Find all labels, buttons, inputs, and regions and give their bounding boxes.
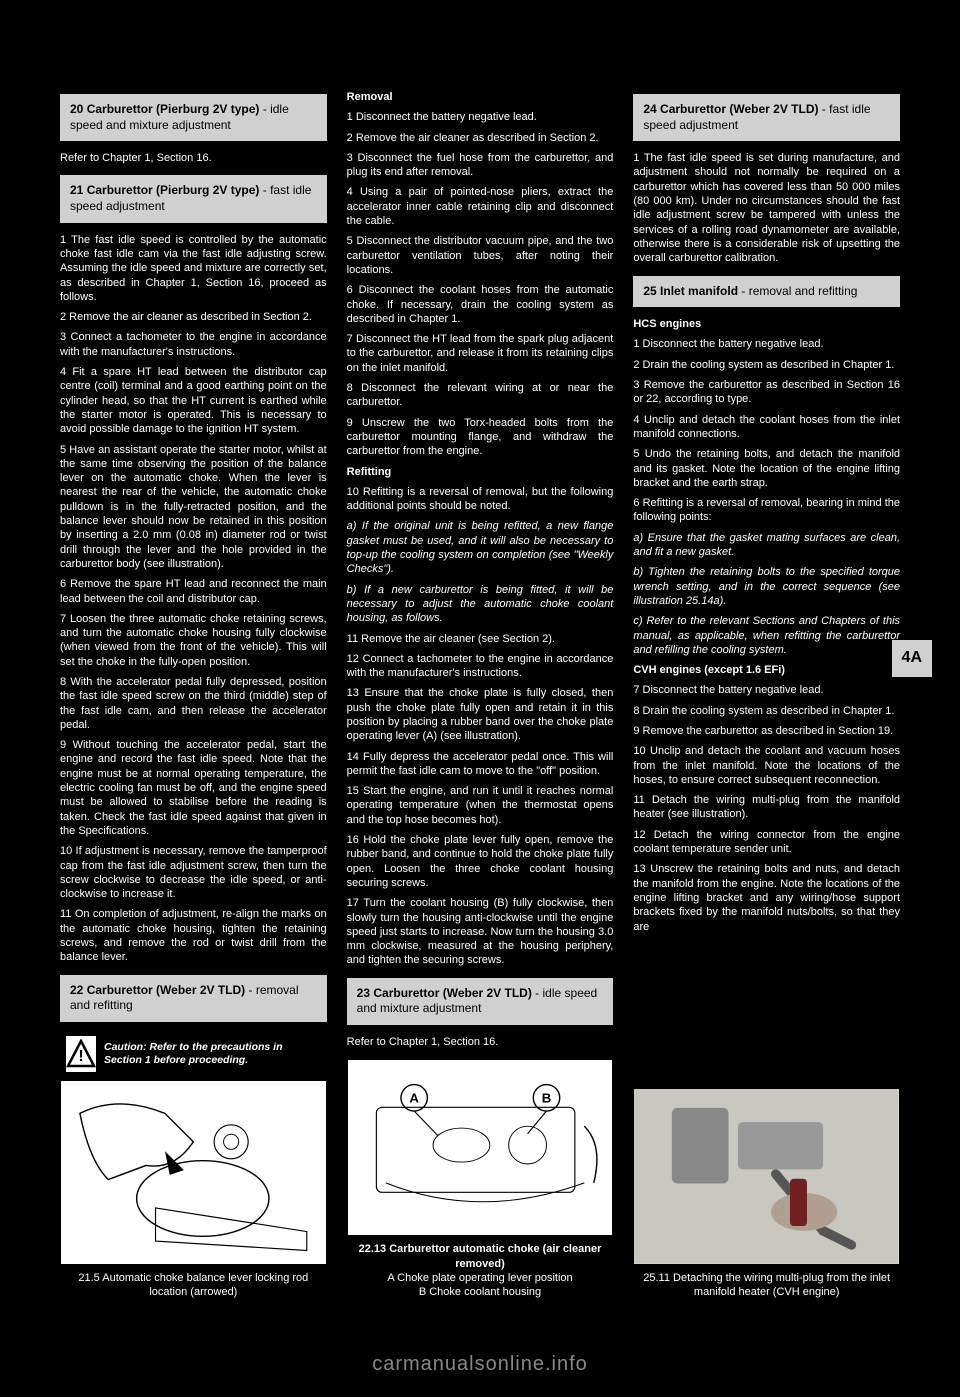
section-head-21: 21 Carburettor (Pierburg 2V type) - fast… (60, 175, 327, 222)
para: 9 Remove the carburettor as described in… (633, 724, 900, 738)
para: 4 Using a pair of pointed-nose pliers, e… (347, 185, 614, 228)
caution-text: Caution: Refer to the precautions in Sec… (104, 1041, 321, 1066)
subhead: HCS engines (633, 317, 900, 331)
column-2: Removal 1 Disconnect the battery negativ… (347, 90, 614, 1299)
para: 2 Remove the air cleaner as described in… (60, 310, 327, 324)
para: b) If a new carburettor is being fitted,… (347, 583, 614, 626)
section-sub: - removal and refitting (738, 284, 857, 298)
para: 11 Remove the air cleaner (see Section 2… (347, 632, 614, 646)
figure-21-5 (60, 1080, 327, 1265)
para: 16 Hold the choke plate lever fully open… (347, 833, 614, 890)
para: 1 The fast idle speed is controlled by t… (60, 233, 327, 304)
section-num: 20 (70, 102, 83, 116)
section-num: 25 (643, 284, 656, 298)
section-title: Inlet manifold (660, 284, 738, 298)
para: 8 With the accelerator pedal fully depre… (60, 675, 327, 732)
para: 12 Detach the wiring connector from the … (633, 828, 900, 857)
para: 7 Disconnect the HT lead from the spark … (347, 332, 614, 375)
para: 10 If adjustment is necessary, remove th… (60, 844, 327, 901)
para: c) Refer to the relevant Sections and Ch… (633, 614, 900, 657)
column-1: 20 Carburettor (Pierburg 2V type) - idle… (60, 90, 327, 1299)
para: b) Tighten the retaining bolts to the sp… (633, 565, 900, 608)
side-tab: 4A (892, 640, 932, 677)
svg-text:A: A (409, 1091, 419, 1106)
para: 6 Disconnect the coolant hoses from the … (347, 283, 614, 326)
para: Refer to Chapter 1, Section 16. (347, 1035, 614, 1049)
para: 1 Disconnect the battery negative lead. (633, 337, 900, 351)
section-head-24: 24 Carburettor (Weber 2V TLD) - fast idl… (633, 94, 900, 141)
section-head-23: 23 Carburettor (Weber 2V TLD) - idle spe… (347, 978, 614, 1025)
para: 17 Turn the coolant housing (B) fully cl… (347, 896, 614, 967)
section-title: Carburettor (Pierburg 2V type) (87, 183, 260, 197)
column-3: 24 Carburettor (Weber 2V TLD) - fast idl… (633, 90, 900, 1299)
para: 1 The fast idle speed is set during manu… (633, 151, 900, 265)
warning-icon: ! (66, 1036, 96, 1072)
page-content: 20 Carburettor (Pierburg 2V type) - idle… (0, 0, 960, 1339)
para: 13 Unscrew the retaining bolts and nuts,… (633, 862, 900, 933)
para: 4 Unclip and detach the coolant hoses fr… (633, 413, 900, 442)
para: Refer to Chapter 1, Section 16. (60, 151, 327, 165)
para: 9 Unscrew the two Torx-headed bolts from… (347, 416, 614, 459)
para: 4 Fit a spare HT lead between the distri… (60, 365, 327, 436)
para: 6 Remove the spare HT lead and reconnect… (60, 577, 327, 606)
footer-watermark: carmanualsonline.info (0, 1339, 960, 1397)
para: 5 Undo the retaining bolts, and detach t… (633, 447, 900, 490)
section-num: 23 (357, 986, 370, 1000)
section-head-25: 25 Inlet manifold - removal and refittin… (633, 276, 900, 308)
para: 8 Disconnect the relevant wiring at or n… (347, 381, 614, 410)
para: a) Ensure that the gasket mating surface… (633, 531, 900, 560)
figure-caption: 22.13 Carburettor automatic choke (air c… (347, 1242, 614, 1299)
figure-22-13: A B (347, 1059, 614, 1236)
figure-caption: 25.11 Detaching the wiring multi-plug fr… (633, 1271, 900, 1300)
para: 11 On completion of adjustment, re-align… (60, 907, 327, 964)
caution-box: ! Caution: Refer to the precautions in S… (60, 1032, 327, 1076)
para: 3 Remove the carburettor as described in… (633, 378, 900, 407)
para: 8 Drain the cooling system as described … (633, 704, 900, 718)
para: 13 Ensure that the choke plate is fully … (347, 686, 614, 743)
section-title: Carburettor (Weber 2V TLD) (87, 983, 245, 997)
para: 14 Fully depress the accelerator pedal o… (347, 750, 614, 779)
para: 5 Have an assistant operate the starter … (60, 443, 327, 572)
section-num: 21 (70, 183, 83, 197)
para: 2 Drain the cooling system as described … (633, 358, 900, 372)
section-head-22: 22 Carburettor (Weber 2V TLD) - removal … (60, 975, 327, 1022)
para: 10 Unclip and detach the coolant and vac… (633, 744, 900, 787)
para: 12 Connect a tachometer to the engine in… (347, 652, 614, 681)
section-num: 22 (70, 983, 83, 997)
para: 2 Remove the air cleaner as described in… (347, 131, 614, 145)
svg-text:!: ! (78, 1048, 83, 1065)
para: 5 Disconnect the distributor vacuum pipe… (347, 234, 614, 277)
para: 15 Start the engine, and run it until it… (347, 784, 614, 827)
para: 9 Without touching the accelerator pedal… (60, 738, 327, 838)
section-num: 24 (643, 102, 656, 116)
para: 3 Connect a tachometer to the engine in … (60, 330, 327, 359)
section-title: Carburettor (Weber 2V TLD) (660, 102, 818, 116)
para: 6 Refitting is a reversal of removal, be… (633, 496, 900, 525)
figure-caption: 21.5 Automatic choke balance lever locki… (60, 1271, 327, 1300)
section-head-20: 20 Carburettor (Pierburg 2V type) - idle… (60, 94, 327, 141)
para: 7 Loosen the three automatic choke retai… (60, 612, 327, 669)
subhead: Removal (347, 90, 614, 104)
para: 1 Disconnect the battery negative lead. (347, 110, 614, 124)
para: 7 Disconnect the battery negative lead. (633, 683, 900, 697)
svg-text:B: B (541, 1091, 551, 1106)
section-title: Carburettor (Pierburg 2V type) (87, 102, 260, 116)
figure-25-11 (633, 1088, 900, 1265)
section-title: Carburettor (Weber 2V TLD) (373, 986, 531, 1000)
para: a) If the original unit is being refitte… (347, 519, 614, 576)
subhead: Refitting (347, 465, 614, 479)
para: 10 Refitting is a reversal of removal, b… (347, 485, 614, 514)
subhead: CVH engines (except 1.6 EFi) (633, 663, 900, 677)
para: 3 Disconnect the fuel hose from the carb… (347, 151, 614, 180)
fig-sublabel: A Choke plate operating lever position B… (387, 1272, 572, 1298)
para: 11 Detach the wiring multi-plug from the… (633, 793, 900, 822)
